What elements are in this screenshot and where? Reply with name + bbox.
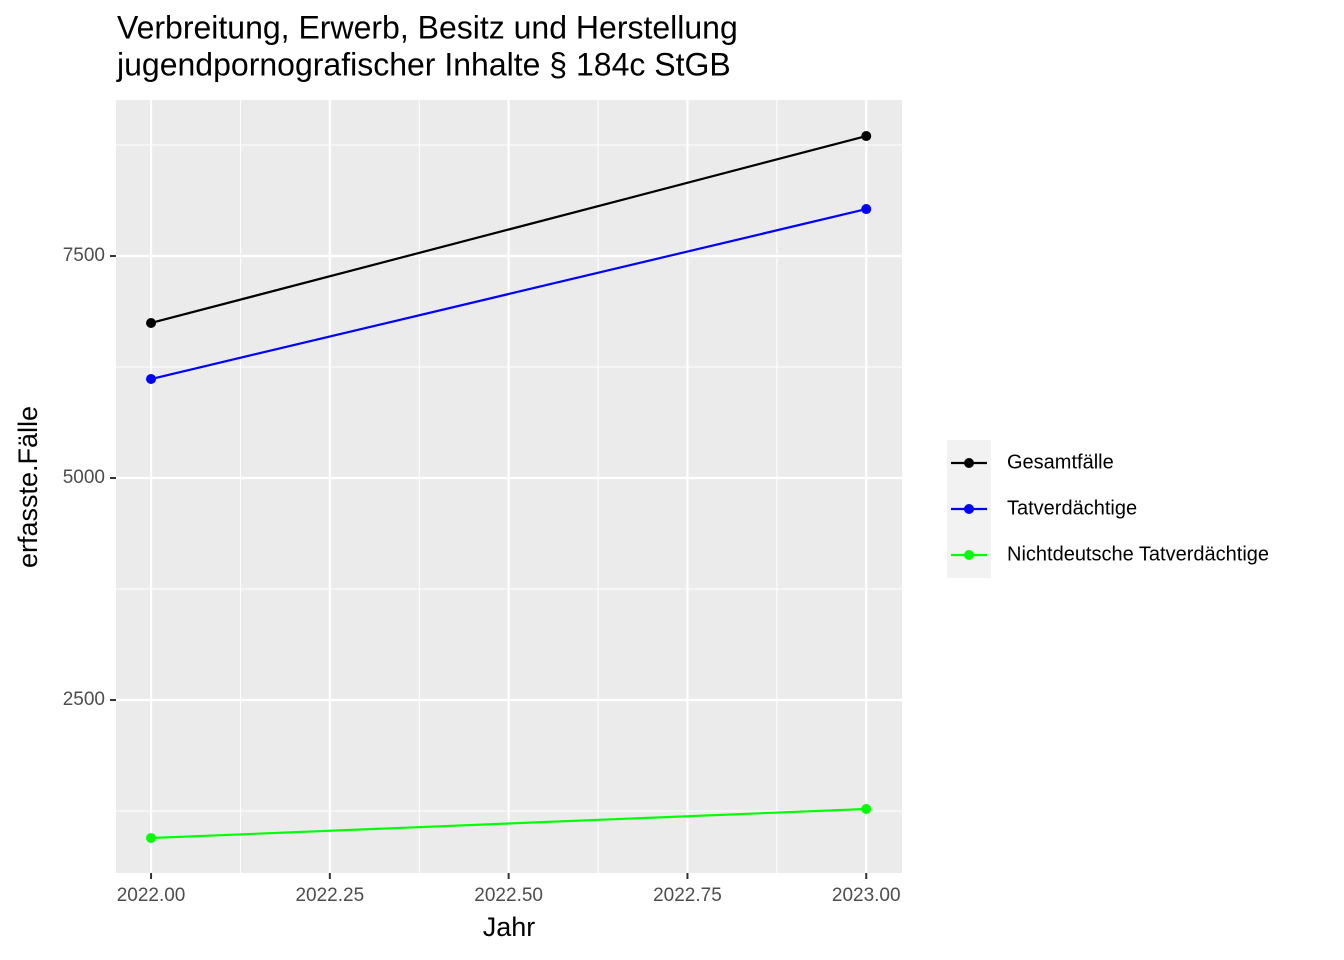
point — [861, 131, 872, 142]
y-tick-label: 5000 — [63, 467, 105, 488]
chart-title: jugendpornografischer Inhalte § 184c StG… — [116, 46, 731, 82]
point — [861, 204, 872, 215]
point — [861, 803, 872, 814]
y-tick-label: 7500 — [63, 245, 105, 266]
x-tick-label: 2022.25 — [295, 885, 364, 906]
chart-title: Verbreitung, Erwerb, Besitz und Herstell… — [117, 9, 738, 45]
legend-label: Nichtdeutsche Tatverdächtige — [1007, 543, 1269, 565]
legend-label: Gesamtfälle — [1007, 451, 1114, 473]
legend-key — [964, 458, 974, 468]
x-tick-label: 2022.00 — [117, 885, 186, 906]
x-tick-label: 2022.50 — [474, 885, 543, 906]
series-line — [150, 207, 867, 381]
legend-key — [964, 550, 974, 560]
y-axis-title: erfasste.Fälle — [13, 406, 43, 568]
x-axis-title: Jahr — [483, 912, 536, 942]
x-tick-label: 2023.00 — [832, 885, 901, 906]
point — [146, 374, 157, 385]
y-tick-label: 2500 — [63, 689, 105, 710]
legend-key — [964, 504, 974, 514]
series-line — [150, 134, 867, 325]
series-line — [150, 807, 867, 840]
legend-label: Tatverdächtige — [1007, 497, 1137, 519]
point — [146, 317, 157, 328]
point — [146, 833, 157, 844]
x-tick-label: 2022.75 — [653, 885, 722, 906]
